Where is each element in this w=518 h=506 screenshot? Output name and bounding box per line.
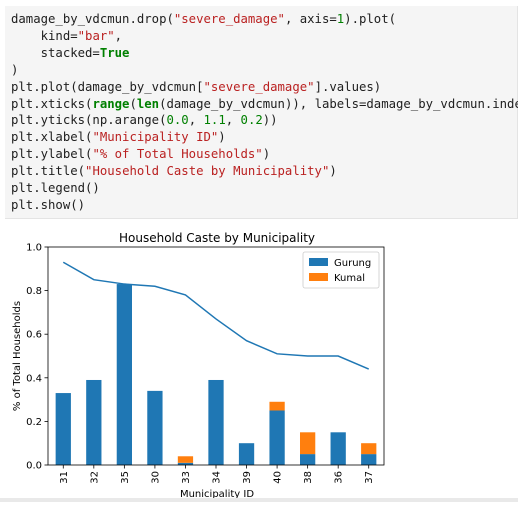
code-token: ))	[262, 113, 278, 128]
code-token: 0.2	[240, 113, 263, 128]
y-tick-label: 0.8	[26, 286, 42, 297]
code-token: 1.1	[203, 113, 226, 128]
bar-kumal-40	[269, 401, 285, 411]
x-axis-label: Municipality ID	[180, 489, 254, 500]
x-tick-label: 35	[120, 471, 131, 484]
y-tick-label: 0.0	[26, 461, 42, 472]
x-tick-label: 39	[242, 471, 253, 484]
x-axis: 31 32 35 30 33 34 39 40 38 36 37	[59, 465, 375, 484]
code-token: "% of Total Households"	[92, 147, 263, 162]
code-token: )	[11, 62, 19, 77]
x-tick-label: 34	[212, 471, 223, 484]
bar-gurung-40	[269, 410, 285, 465]
code-token: ).plot(	[344, 12, 396, 26]
code-token: plt.ylabel(	[11, 147, 93, 162]
code-token: "Household Caste by Municipality"	[85, 164, 330, 179]
code-token: len	[136, 96, 160, 111]
x-tick-label: 40	[273, 471, 284, 484]
x-tick-label: 37	[364, 471, 375, 484]
legend-swatch-kumal	[309, 273, 328, 281]
code-token: plt.plot(damage_by_vdcmun[	[11, 79, 204, 94]
legend-swatch-gurung	[309, 258, 328, 266]
x-tick-label: 33	[181, 471, 192, 484]
code-token: damage_by_vdcmun.drop(	[11, 12, 174, 26]
code-token: )	[218, 130, 226, 145]
x-tick-label: 38	[303, 471, 314, 484]
bar-kumal-38	[300, 432, 316, 455]
x-tick-label: 30	[150, 471, 161, 484]
y-tick-label: 0.6	[26, 330, 42, 341]
y-axis-label: % of Total Households	[12, 301, 23, 411]
y-tick-label: 1.0	[26, 243, 42, 254]
x-tick-label: 32	[89, 471, 100, 484]
bar-gurung-38	[300, 454, 316, 465]
bar-gurung-36	[330, 432, 346, 465]
code-token: plt.yticks(np.arange(	[11, 113, 167, 128]
code-token: (	[129, 96, 137, 111]
code-token: (damage_by_vdcmun)), labels=damage_by_vd…	[159, 96, 518, 111]
chart-title: Household Caste by Municipality	[119, 231, 315, 245]
bar-chart: 0.00.20.40.60.81.0 31 32 35 30 33 34 39 40 38 36 3…	[12, 231, 385, 500]
bar-gurung-30	[147, 390, 163, 465]
code-token: ].values)	[314, 79, 382, 94]
code-token: )	[262, 147, 271, 162]
code-token: plt.show()	[11, 197, 86, 212]
code-token: plt.xlabel(	[11, 130, 93, 145]
code-editor[interactable]: damage_by_vdcmun.drop("severe_damage", a…	[11, 11, 518, 214]
y-tick-label: 0.2	[26, 417, 42, 428]
code-token: plt.xticks(	[11, 96, 93, 111]
bar-gurung-35	[116, 284, 132, 465]
bar-gurung-32	[86, 379, 102, 465]
code-token: , axis=	[284, 12, 337, 26]
bar-kumal-33	[177, 456, 194, 463]
cell-output: 0.0 0.2 0.4 0.6 0.8 1.0 31 32 35 30 33 34 39 40 38 36 3…	[0, 222, 518, 502]
legend-label-gurung: Gurung	[334, 258, 371, 269]
code-token: plt.legend()	[11, 181, 100, 196]
bar-gurung-31	[55, 393, 71, 465]
legend: Gurung Kumal	[302, 251, 380, 289]
y-axis: 0.0 0.2 0.4 0.6 0.8 1.0	[26, 243, 48, 472]
code-token: "Municipality ID"	[92, 130, 219, 145]
code-token: "severe_damage"	[173, 12, 285, 26]
bar-gurung-37	[361, 454, 377, 465]
bar-kumal-37	[361, 443, 377, 455]
legend-label-kumal: Kumal	[334, 273, 365, 284]
bar-gurung-39	[238, 443, 255, 465]
code-token: range	[92, 96, 130, 111]
code-token: True	[99, 45, 130, 60]
bar-gurung-33	[177, 462, 194, 465]
code-cell[interactable]: damage_by_vdcmun.drop("severe_damage", a…	[5, 6, 518, 219]
x-tick-label: 31	[59, 471, 70, 484]
code-token: 0.0	[166, 113, 189, 128]
code-token: plt.title(	[11, 164, 86, 179]
code-token: stacked=	[11, 45, 100, 60]
plot-area	[47, 246, 385, 466]
code-token: "bar"	[77, 28, 115, 43]
code-token: kind=	[11, 28, 78, 43]
code-token: ,	[114, 28, 123, 43]
code-token: "severe_damage"	[203, 79, 315, 94]
x-tick-label: 36	[334, 471, 345, 484]
code-token: ,	[225, 113, 241, 128]
horizontal-scrollbar[interactable]	[0, 498, 518, 502]
y-tick-label: 0.4	[26, 373, 42, 384]
code-token: ,	[188, 113, 204, 128]
severe-damage-line	[62, 261, 370, 370]
code-token: )	[329, 164, 337, 179]
bar-gurung-34	[208, 379, 224, 465]
code-token: 1	[336, 12, 345, 26]
